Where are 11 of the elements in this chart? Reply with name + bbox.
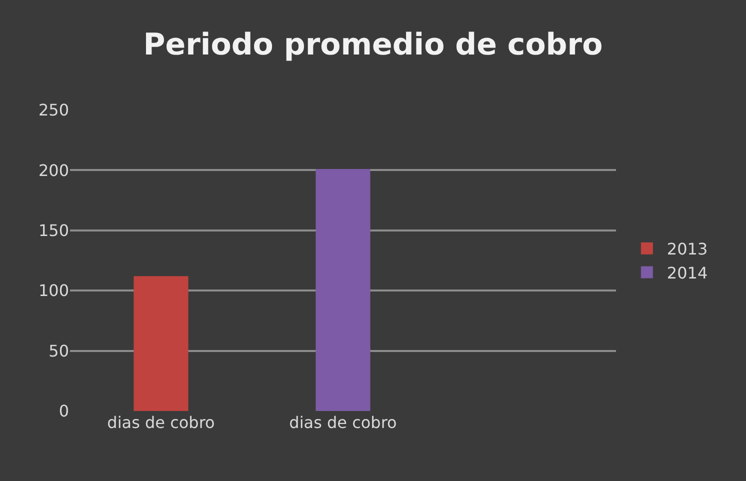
y-tick-label: 100 (38, 281, 69, 300)
chart-title: Periodo promedio de cobro (143, 28, 603, 63)
legend-label: 2013 (666, 240, 708, 259)
y-tick-label: 50 (48, 341, 69, 360)
y-tick-label: 0 (58, 402, 69, 421)
x-tick-label: dias de cobro (289, 413, 397, 432)
y-tick-label: 150 (38, 221, 69, 240)
y-tick-label: 200 (38, 160, 69, 180)
x-tick-label: dias de cobro (107, 413, 215, 432)
y-tick-label: 250 (38, 100, 69, 120)
legend-label: 2014 (666, 263, 708, 282)
